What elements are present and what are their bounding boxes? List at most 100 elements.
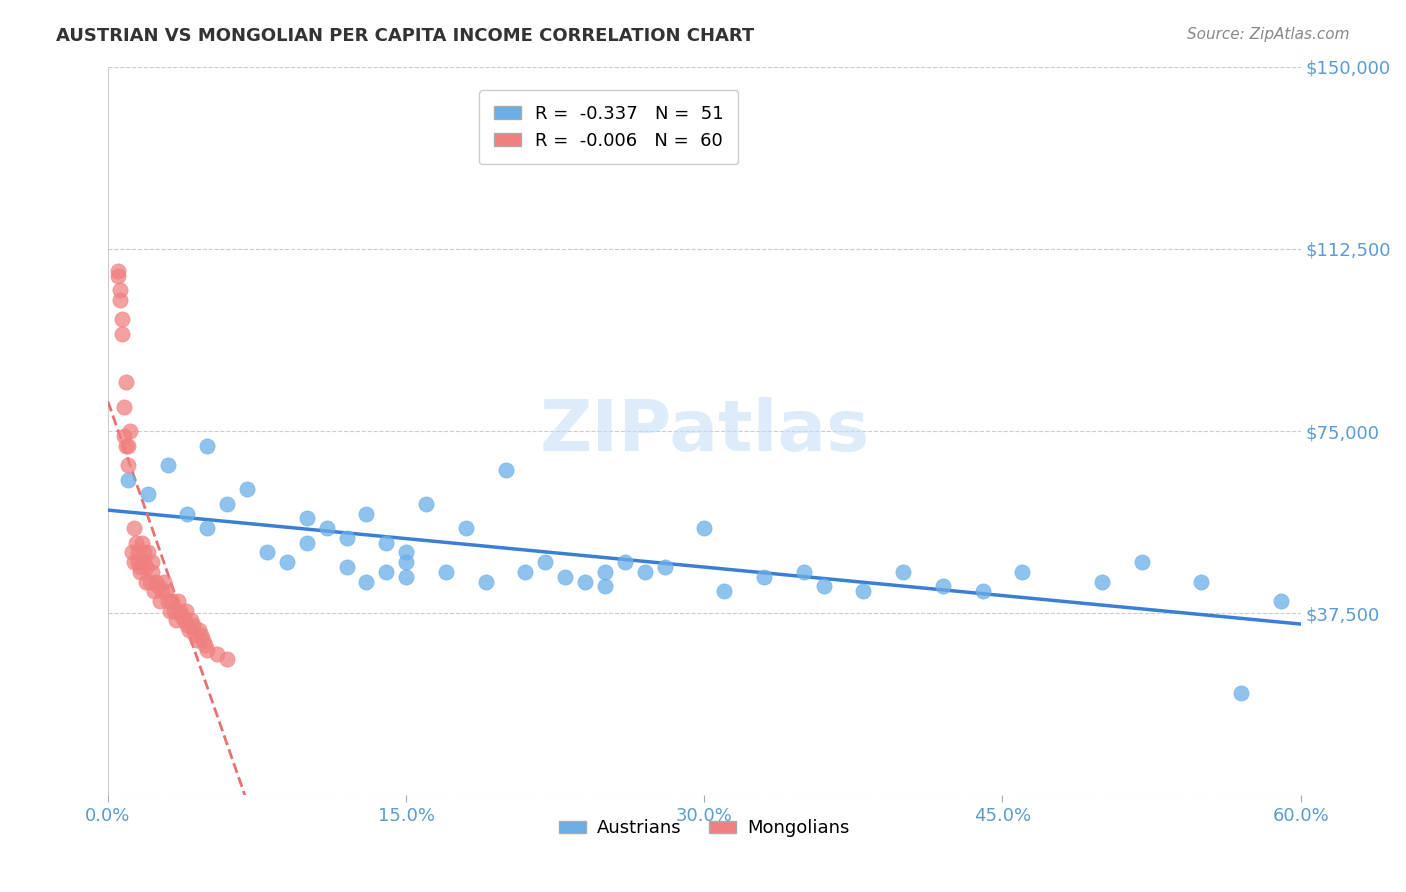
- Austrians: [395, 555, 418, 569]
- Mongolians: [170, 608, 193, 623]
- Austrians: [276, 555, 298, 569]
- Austrians: [195, 521, 218, 535]
- Austrians: [335, 531, 357, 545]
- Legend: Austrians, Mongolians: Austrians, Mongolians: [553, 813, 856, 845]
- Mongolians: [135, 574, 157, 589]
- Mongolians: [155, 584, 177, 599]
- Austrians: [793, 565, 815, 579]
- Austrians: [256, 545, 278, 559]
- Austrians: [593, 565, 616, 579]
- Austrians: [454, 521, 477, 535]
- Mongolians: [150, 584, 173, 599]
- Mongolians: [179, 624, 201, 638]
- Austrians: [474, 574, 496, 589]
- Mongolians: [180, 614, 202, 628]
- Mongolians: [125, 535, 148, 549]
- Mongolians: [186, 632, 208, 647]
- Austrians: [356, 574, 378, 589]
- Mongolians: [184, 628, 207, 642]
- Mongolians: [127, 555, 149, 569]
- Mongolians: [117, 458, 139, 472]
- Mongolians: [135, 560, 157, 574]
- Mongolians: [194, 638, 217, 652]
- Austrians: [156, 458, 179, 472]
- Austrians: [395, 570, 418, 584]
- Austrians: [295, 511, 318, 525]
- Mongolians: [118, 424, 141, 438]
- Mongolians: [115, 376, 138, 390]
- Mongolians: [112, 400, 135, 414]
- Austrians: [1091, 574, 1114, 589]
- Austrians: [1130, 555, 1153, 569]
- Mongolians: [165, 614, 187, 628]
- Mongolians: [121, 545, 143, 559]
- Austrians: [654, 560, 676, 574]
- Mongolians: [141, 565, 163, 579]
- Austrians: [495, 463, 517, 477]
- Austrians: [891, 565, 914, 579]
- Mongolians: [166, 594, 188, 608]
- Text: Source: ZipAtlas.com: Source: ZipAtlas.com: [1187, 27, 1350, 42]
- Mongolians: [108, 283, 131, 297]
- Austrians: [1011, 565, 1033, 579]
- Mongolians: [128, 560, 150, 574]
- Mongolians: [136, 545, 159, 559]
- Mongolians: [149, 594, 172, 608]
- Mongolians: [183, 618, 205, 632]
- Austrians: [295, 535, 318, 549]
- Mongolians: [108, 293, 131, 307]
- Austrians: [613, 555, 636, 569]
- Mongolians: [132, 555, 155, 569]
- Austrians: [932, 579, 955, 593]
- Mongolians: [141, 555, 163, 569]
- Text: AUSTRIAN VS MONGOLIAN PER CAPITA INCOME CORRELATION CHART: AUSTRIAN VS MONGOLIAN PER CAPITA INCOME …: [56, 27, 755, 45]
- Mongolians: [132, 545, 155, 559]
- Austrians: [713, 584, 735, 599]
- Austrians: [1189, 574, 1212, 589]
- Mongolians: [174, 604, 197, 618]
- Austrians: [136, 487, 159, 501]
- Austrians: [217, 497, 239, 511]
- Austrians: [693, 521, 716, 535]
- Austrians: [375, 535, 398, 549]
- Austrians: [315, 521, 337, 535]
- Mongolians: [128, 565, 150, 579]
- Austrians: [554, 570, 576, 584]
- Austrians: [534, 555, 557, 569]
- Mongolians: [169, 604, 191, 618]
- Mongolians: [107, 268, 129, 283]
- Mongolians: [162, 604, 184, 618]
- Mongolians: [146, 579, 169, 593]
- Austrians: [434, 565, 457, 579]
- Mongolians: [122, 521, 145, 535]
- Austrians: [415, 497, 437, 511]
- Austrians: [852, 584, 875, 599]
- Austrians: [195, 439, 218, 453]
- Mongolians: [117, 439, 139, 453]
- Mongolians: [145, 574, 167, 589]
- Mongolians: [193, 632, 215, 647]
- Austrians: [1230, 686, 1253, 700]
- Mongolians: [217, 652, 239, 666]
- Mongolians: [176, 618, 198, 632]
- Austrians: [356, 507, 378, 521]
- Austrians: [593, 579, 616, 593]
- Austrians: [375, 565, 398, 579]
- Mongolians: [112, 429, 135, 443]
- Austrians: [634, 565, 657, 579]
- Mongolians: [111, 312, 134, 326]
- Mongolians: [152, 574, 174, 589]
- Mongolians: [188, 624, 211, 638]
- Mongolians: [190, 628, 212, 642]
- Mongolians: [160, 594, 183, 608]
- Mongolians: [122, 555, 145, 569]
- Mongolians: [131, 535, 153, 549]
- Mongolians: [156, 594, 179, 608]
- Mongolians: [107, 263, 129, 277]
- Mongolians: [195, 642, 218, 657]
- Mongolians: [142, 584, 165, 599]
- Austrians: [574, 574, 596, 589]
- Mongolians: [115, 439, 138, 453]
- Austrians: [395, 545, 418, 559]
- Mongolians: [127, 545, 149, 559]
